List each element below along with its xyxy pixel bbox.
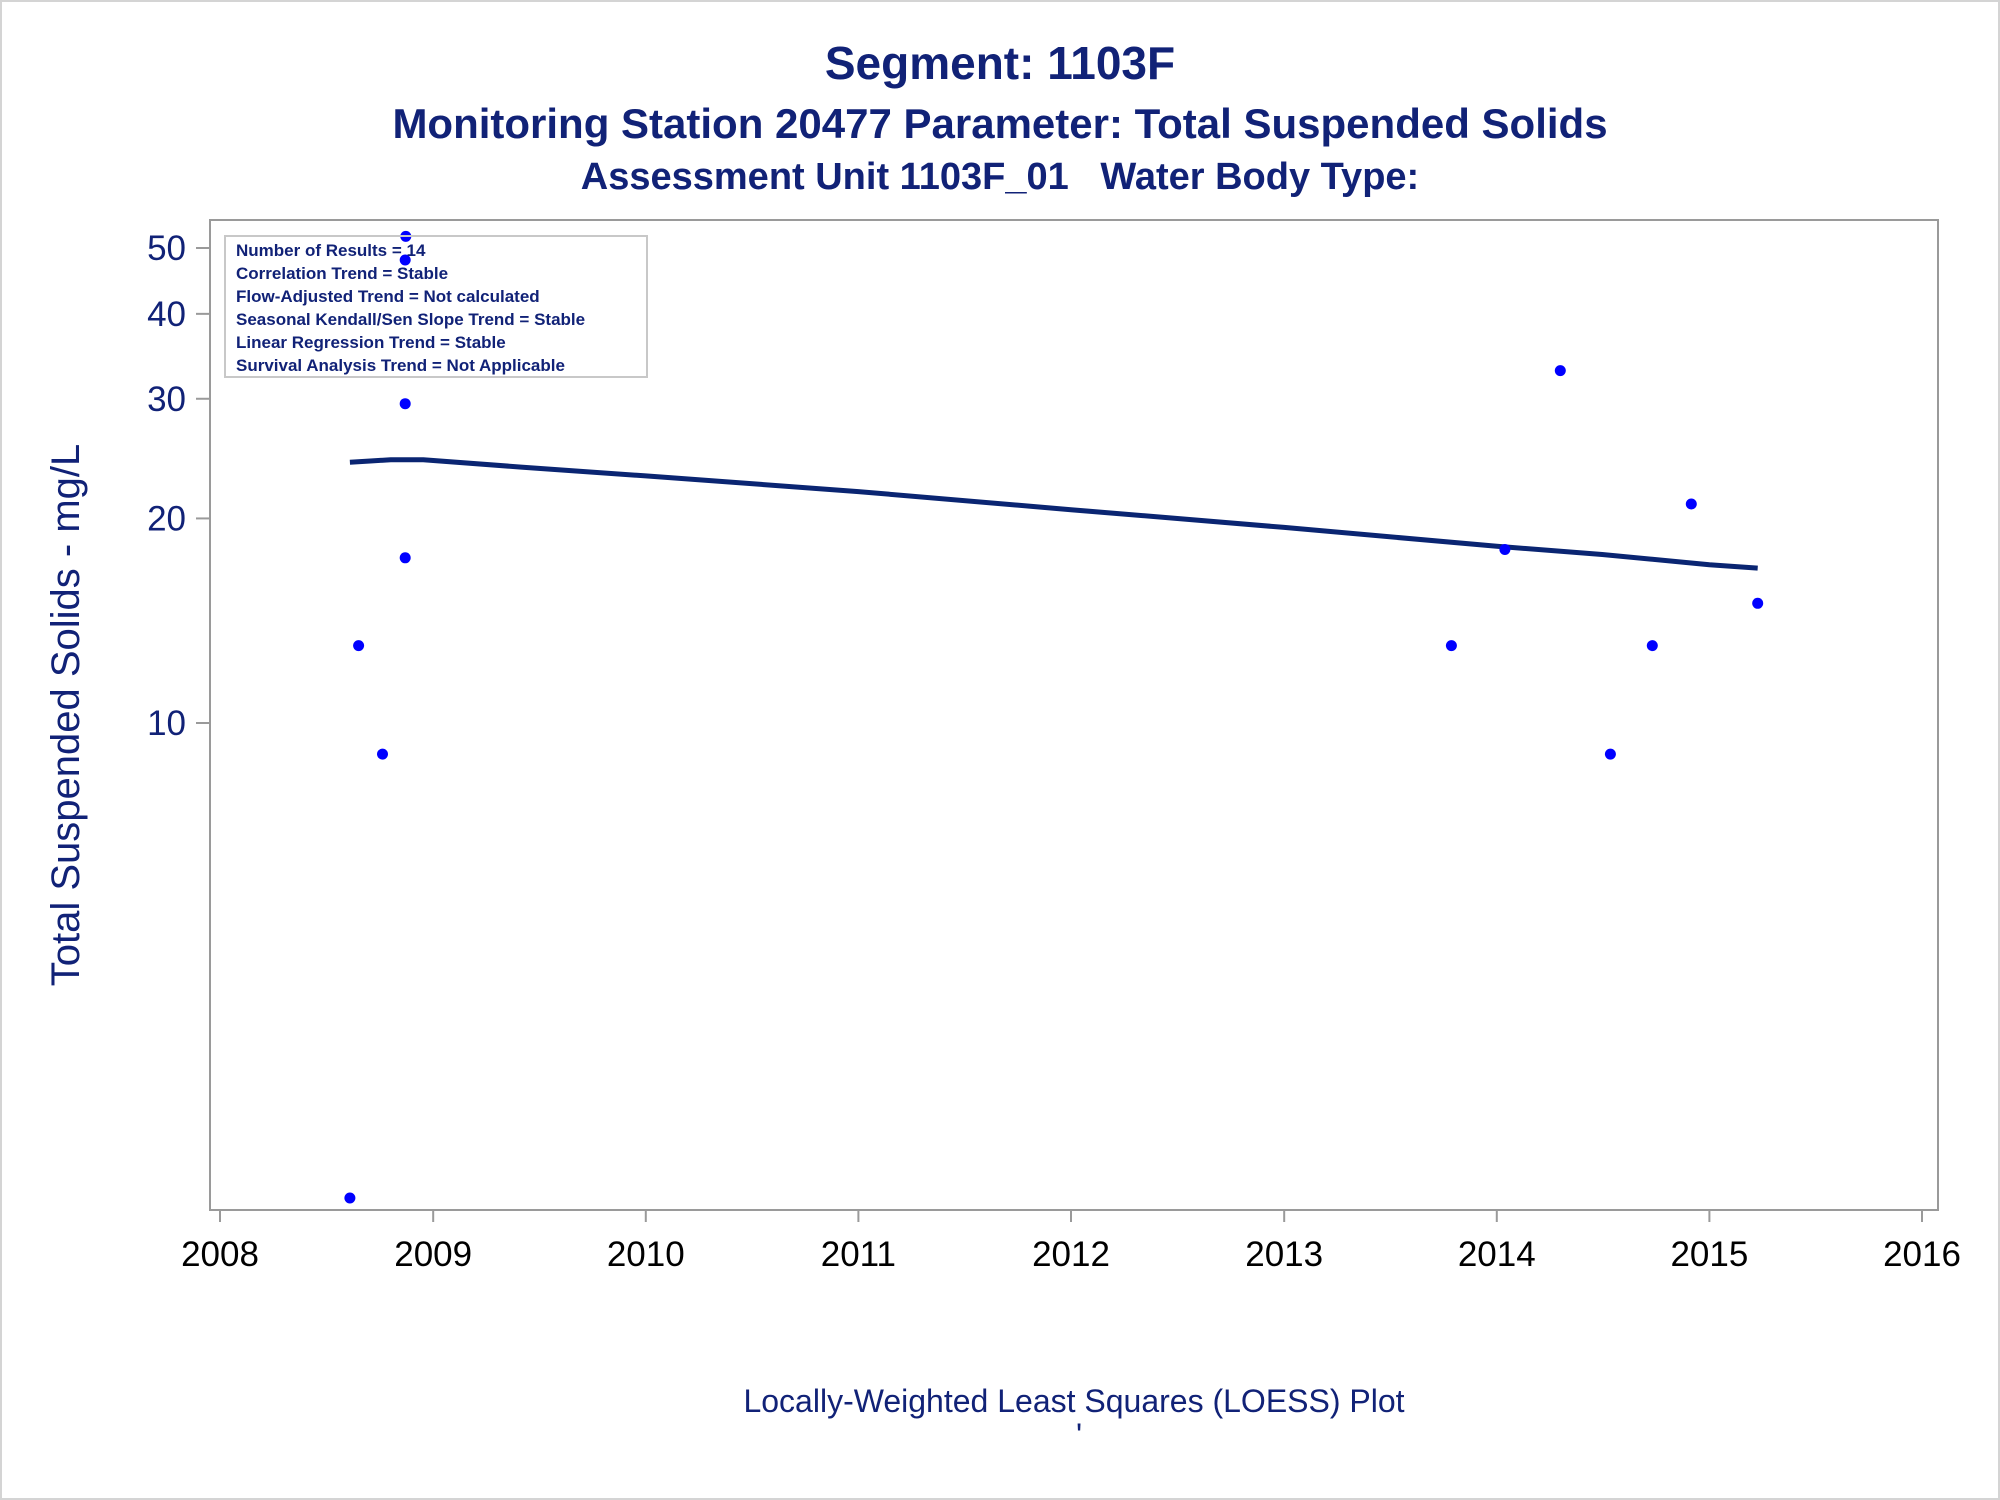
x-tick-label: 2014 xyxy=(1458,1235,1536,1274)
y-tick-label: 20 xyxy=(147,499,186,538)
data-point xyxy=(353,640,365,652)
legend: Number of Results = 14 Correlation Trend … xyxy=(224,235,648,378)
data-point xyxy=(1752,597,1764,609)
legend-line: Number of Results = 14 xyxy=(236,241,426,260)
x-tick-label: 2009 xyxy=(394,1235,472,1274)
chart-subtitle-2: Assessment Unit 1103F_01 Water Body Type… xyxy=(580,156,1420,198)
legend-box xyxy=(224,235,648,378)
y-axis-title: Total Suspended Solids - mg/L xyxy=(44,444,88,987)
footnote-mark: ' xyxy=(1076,1417,1082,1453)
y-tick-label: 40 xyxy=(147,295,186,334)
chart-subtitle: Monitoring Station 20477 Parameter: Tota… xyxy=(392,100,1608,147)
data-point xyxy=(1646,640,1658,652)
y-tick-label: 50 xyxy=(147,229,186,268)
data-point xyxy=(344,1192,356,1204)
data-point xyxy=(1445,640,1457,652)
chart-title: Segment: 1103F xyxy=(824,37,1176,89)
x-tick-label: 2016 xyxy=(1883,1235,1961,1274)
legend-line: Seasonal Kendall/Sen Slope Trend = Stabl… xyxy=(236,310,585,329)
data-point xyxy=(1685,498,1697,510)
y-axis: 10 20 30 40 50 xyxy=(147,229,210,743)
legend-line: Correlation Trend = Stable xyxy=(236,264,448,283)
chart-footnote: Locally-Weighted Least Squares (LOESS) P… xyxy=(743,1383,1404,1419)
x-tick-label: 2013 xyxy=(1245,1235,1323,1274)
legend-line: Linear Regression Trend = Stable xyxy=(236,333,506,352)
x-tick-label: 2015 xyxy=(1670,1235,1748,1274)
data-point xyxy=(1554,365,1566,377)
y-tick-label: 10 xyxy=(147,704,186,743)
legend-line: Flow-Adjusted Trend = Not calculated xyxy=(236,287,540,306)
data-point xyxy=(399,254,411,266)
x-tick-label: 2010 xyxy=(607,1235,685,1274)
x-axis: 2008 2009 2010 2011 2012 2013 2014 2015 2016 xyxy=(181,1210,1961,1274)
loess-curve xyxy=(349,457,1758,571)
legend-line: Survival Analysis Trend = Not Applicable xyxy=(236,356,565,375)
data-point xyxy=(399,552,411,564)
data-point xyxy=(1604,748,1616,760)
scatter-series xyxy=(344,230,1764,1204)
data-point xyxy=(377,748,388,760)
x-tick-label: 2012 xyxy=(1032,1235,1110,1274)
x-tick-label: 2011 xyxy=(821,1235,896,1274)
y-tick-label: 30 xyxy=(147,380,186,419)
x-tick-label: 2008 xyxy=(181,1235,259,1274)
loess-line-series xyxy=(349,457,1758,571)
data-point xyxy=(399,398,411,410)
data-point xyxy=(1499,544,1511,555)
